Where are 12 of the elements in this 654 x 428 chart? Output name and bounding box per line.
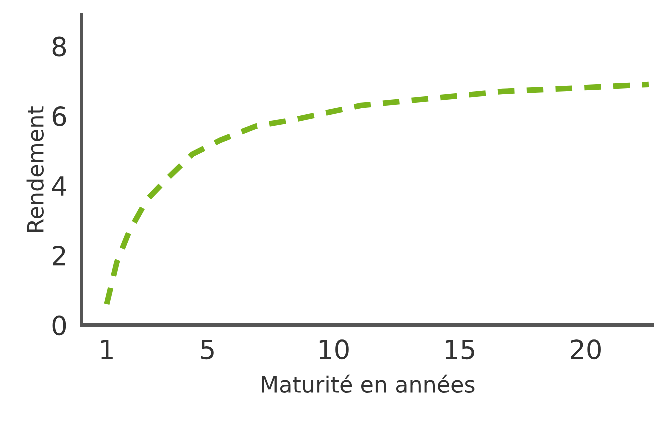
y-tick-label: 0 — [52, 316, 66, 336]
y-tick-label: 8 — [52, 36, 66, 57]
x-tick-label: 1 — [101, 340, 113, 360]
x-tick-label: 10 — [320, 340, 349, 360]
x-tick-label: 15 — [446, 340, 474, 360]
y-axis-title: Rendement — [26, 106, 44, 232]
x-axis-title: Maturité en années — [262, 374, 475, 394]
x-tick-label: 5 — [201, 340, 214, 360]
y-tick-label: 2 — [53, 246, 66, 266]
x-tick-label: 20 — [571, 340, 601, 360]
y-tick-label: 6 — [52, 106, 66, 126]
y-tick-label: 4 — [52, 176, 66, 196]
